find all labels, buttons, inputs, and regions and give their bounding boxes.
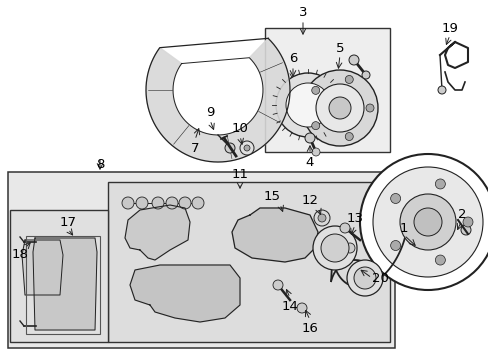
Text: 2: 2 [457, 208, 465, 221]
Circle shape [315, 84, 363, 132]
Polygon shape [125, 205, 190, 260]
Text: 17: 17 [60, 216, 76, 229]
Polygon shape [22, 240, 63, 295]
Circle shape [311, 122, 319, 130]
Circle shape [320, 234, 348, 262]
Circle shape [345, 132, 352, 140]
Text: 14: 14 [281, 300, 298, 312]
Circle shape [313, 210, 329, 226]
Circle shape [311, 148, 319, 156]
Circle shape [345, 243, 354, 253]
Circle shape [345, 76, 352, 84]
Circle shape [317, 214, 325, 222]
Circle shape [165, 197, 178, 209]
Circle shape [372, 167, 482, 277]
Text: 3: 3 [298, 5, 306, 18]
Circle shape [179, 197, 191, 209]
Circle shape [462, 217, 472, 227]
Text: 8: 8 [96, 158, 104, 171]
Circle shape [312, 226, 356, 270]
Bar [108, 182, 389, 342]
Circle shape [434, 179, 445, 189]
Circle shape [152, 197, 163, 209]
Circle shape [348, 55, 358, 65]
Text: 1: 1 [399, 221, 407, 234]
Circle shape [365, 104, 373, 112]
Circle shape [305, 133, 314, 143]
Bar [8, 172, 394, 348]
Text: 11: 11 [231, 168, 248, 181]
Circle shape [302, 70, 377, 146]
Circle shape [328, 97, 350, 119]
Text: 4: 4 [305, 156, 314, 168]
Circle shape [460, 225, 470, 235]
Text: 9: 9 [205, 105, 214, 118]
Text: 20: 20 [371, 271, 387, 284]
Circle shape [136, 197, 148, 209]
Circle shape [272, 280, 283, 290]
Bar [264, 28, 389, 152]
Circle shape [192, 197, 203, 209]
Circle shape [390, 240, 400, 251]
Circle shape [434, 255, 445, 265]
Circle shape [437, 86, 445, 94]
Circle shape [353, 267, 375, 289]
Circle shape [359, 154, 488, 290]
Circle shape [224, 143, 235, 153]
Circle shape [285, 83, 329, 127]
Circle shape [240, 141, 253, 155]
Circle shape [122, 197, 134, 209]
Text: 19: 19 [441, 22, 458, 35]
Circle shape [296, 303, 306, 313]
Text: 5: 5 [335, 41, 344, 54]
Circle shape [244, 145, 249, 151]
Circle shape [311, 86, 319, 94]
Text: 12: 12 [301, 194, 318, 207]
Text: 13: 13 [346, 211, 363, 225]
Circle shape [275, 73, 339, 137]
Circle shape [339, 223, 349, 233]
Circle shape [361, 71, 369, 79]
Circle shape [390, 193, 400, 203]
Circle shape [399, 194, 455, 250]
Text: 15: 15 [263, 189, 280, 202]
Text: 10: 10 [231, 122, 248, 135]
Text: 18: 18 [12, 248, 28, 261]
Bar [26, 236, 100, 334]
Circle shape [413, 208, 441, 236]
Text: 7: 7 [190, 141, 199, 154]
Text: 6: 6 [288, 51, 297, 64]
Polygon shape [146, 39, 289, 162]
Bar [10, 210, 108, 342]
Text: 16: 16 [301, 321, 318, 334]
Polygon shape [231, 208, 317, 262]
Polygon shape [130, 265, 240, 322]
Circle shape [346, 260, 382, 296]
Polygon shape [33, 238, 97, 330]
